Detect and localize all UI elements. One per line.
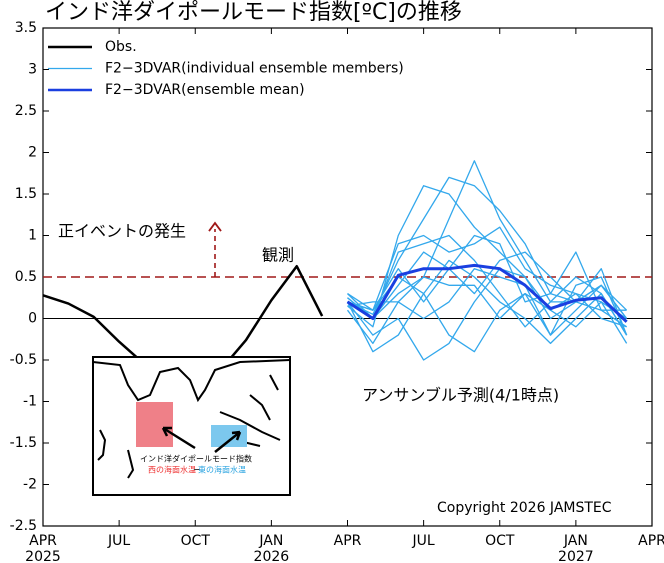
member-line bbox=[346, 259, 628, 353]
x-tick-label: APR bbox=[29, 533, 57, 549]
legend-label: F2−3DVAR(ensemble mean) bbox=[105, 82, 305, 98]
y-tick-label: 1.5 bbox=[15, 186, 37, 202]
x-tick-label: APR bbox=[638, 533, 664, 549]
y-tick-label: -2 bbox=[23, 477, 37, 493]
observed-label: 観測 bbox=[262, 246, 294, 265]
member-line bbox=[347, 251, 628, 336]
member-line bbox=[347, 160, 628, 336]
mean-line bbox=[346, 263, 628, 323]
inset-west: 西の海面水温 bbox=[148, 465, 196, 475]
x-tick-label: JUL bbox=[107, 533, 130, 549]
x-tick-year: 2027 bbox=[558, 549, 594, 563]
x-tick-label: OCT bbox=[485, 533, 515, 549]
member-line bbox=[347, 276, 628, 336]
y-tick-label: -2.5 bbox=[10, 518, 37, 534]
y-tick-label: -1.5 bbox=[10, 435, 37, 451]
y-tick-label: 2.5 bbox=[15, 103, 37, 119]
inset-map: インド洋ダイポールモード指数 西の海面水温 ー 東の海面水温 bbox=[92, 356, 291, 496]
member-line bbox=[347, 234, 627, 311]
member-line bbox=[347, 176, 627, 328]
inset-title: インド洋ダイポールモード指数 bbox=[140, 454, 252, 464]
event-label: 正イベントの発生 bbox=[58, 222, 186, 241]
y-tick-label: -0.5 bbox=[10, 352, 37, 368]
member-line bbox=[346, 268, 628, 345]
x-tick-year: 2025 bbox=[25, 549, 61, 563]
x-tick-label: APR bbox=[334, 533, 362, 549]
west-box bbox=[136, 402, 173, 447]
y-tick-label: 3 bbox=[28, 62, 37, 78]
y-tick-label: 0.5 bbox=[15, 269, 37, 285]
chart-title: インド洋ダイポールモード指数[ºC]の推移 bbox=[45, 0, 462, 25]
east-box bbox=[211, 425, 247, 447]
forecast-label: アンサンブル予測(4/1時点) bbox=[362, 386, 559, 405]
member-line bbox=[347, 234, 628, 328]
x-tick-year: 2026 bbox=[254, 549, 290, 563]
copyright: Copyright 2026 JAMSTEC bbox=[437, 500, 612, 516]
y-tick-label: 0 bbox=[28, 311, 37, 327]
inset-arrow bbox=[161, 426, 242, 453]
x-tick-label: JAN bbox=[258, 533, 283, 549]
coastline bbox=[92, 359, 291, 403]
y-tick-label: 2 bbox=[28, 145, 37, 161]
event-arrowhead bbox=[208, 221, 222, 232]
x-tick-label: OCT bbox=[181, 533, 211, 549]
legend-label: Obs. bbox=[105, 39, 137, 55]
inset-minus: ー bbox=[193, 466, 201, 475]
y-tick-label: 3.5 bbox=[15, 20, 37, 36]
x-tick-label: JAN bbox=[563, 533, 588, 549]
y-tick-label: -1 bbox=[23, 394, 37, 410]
member-line bbox=[347, 226, 627, 328]
y-tick-label: 1 bbox=[28, 228, 37, 244]
inset-east: 東の海面水温 bbox=[198, 465, 246, 475]
coastline bbox=[97, 374, 281, 479]
member-line bbox=[347, 185, 627, 328]
legend-label: F2−3DVAR(individual ensemble members) bbox=[105, 61, 404, 77]
x-tick-label: JUL bbox=[412, 533, 435, 549]
